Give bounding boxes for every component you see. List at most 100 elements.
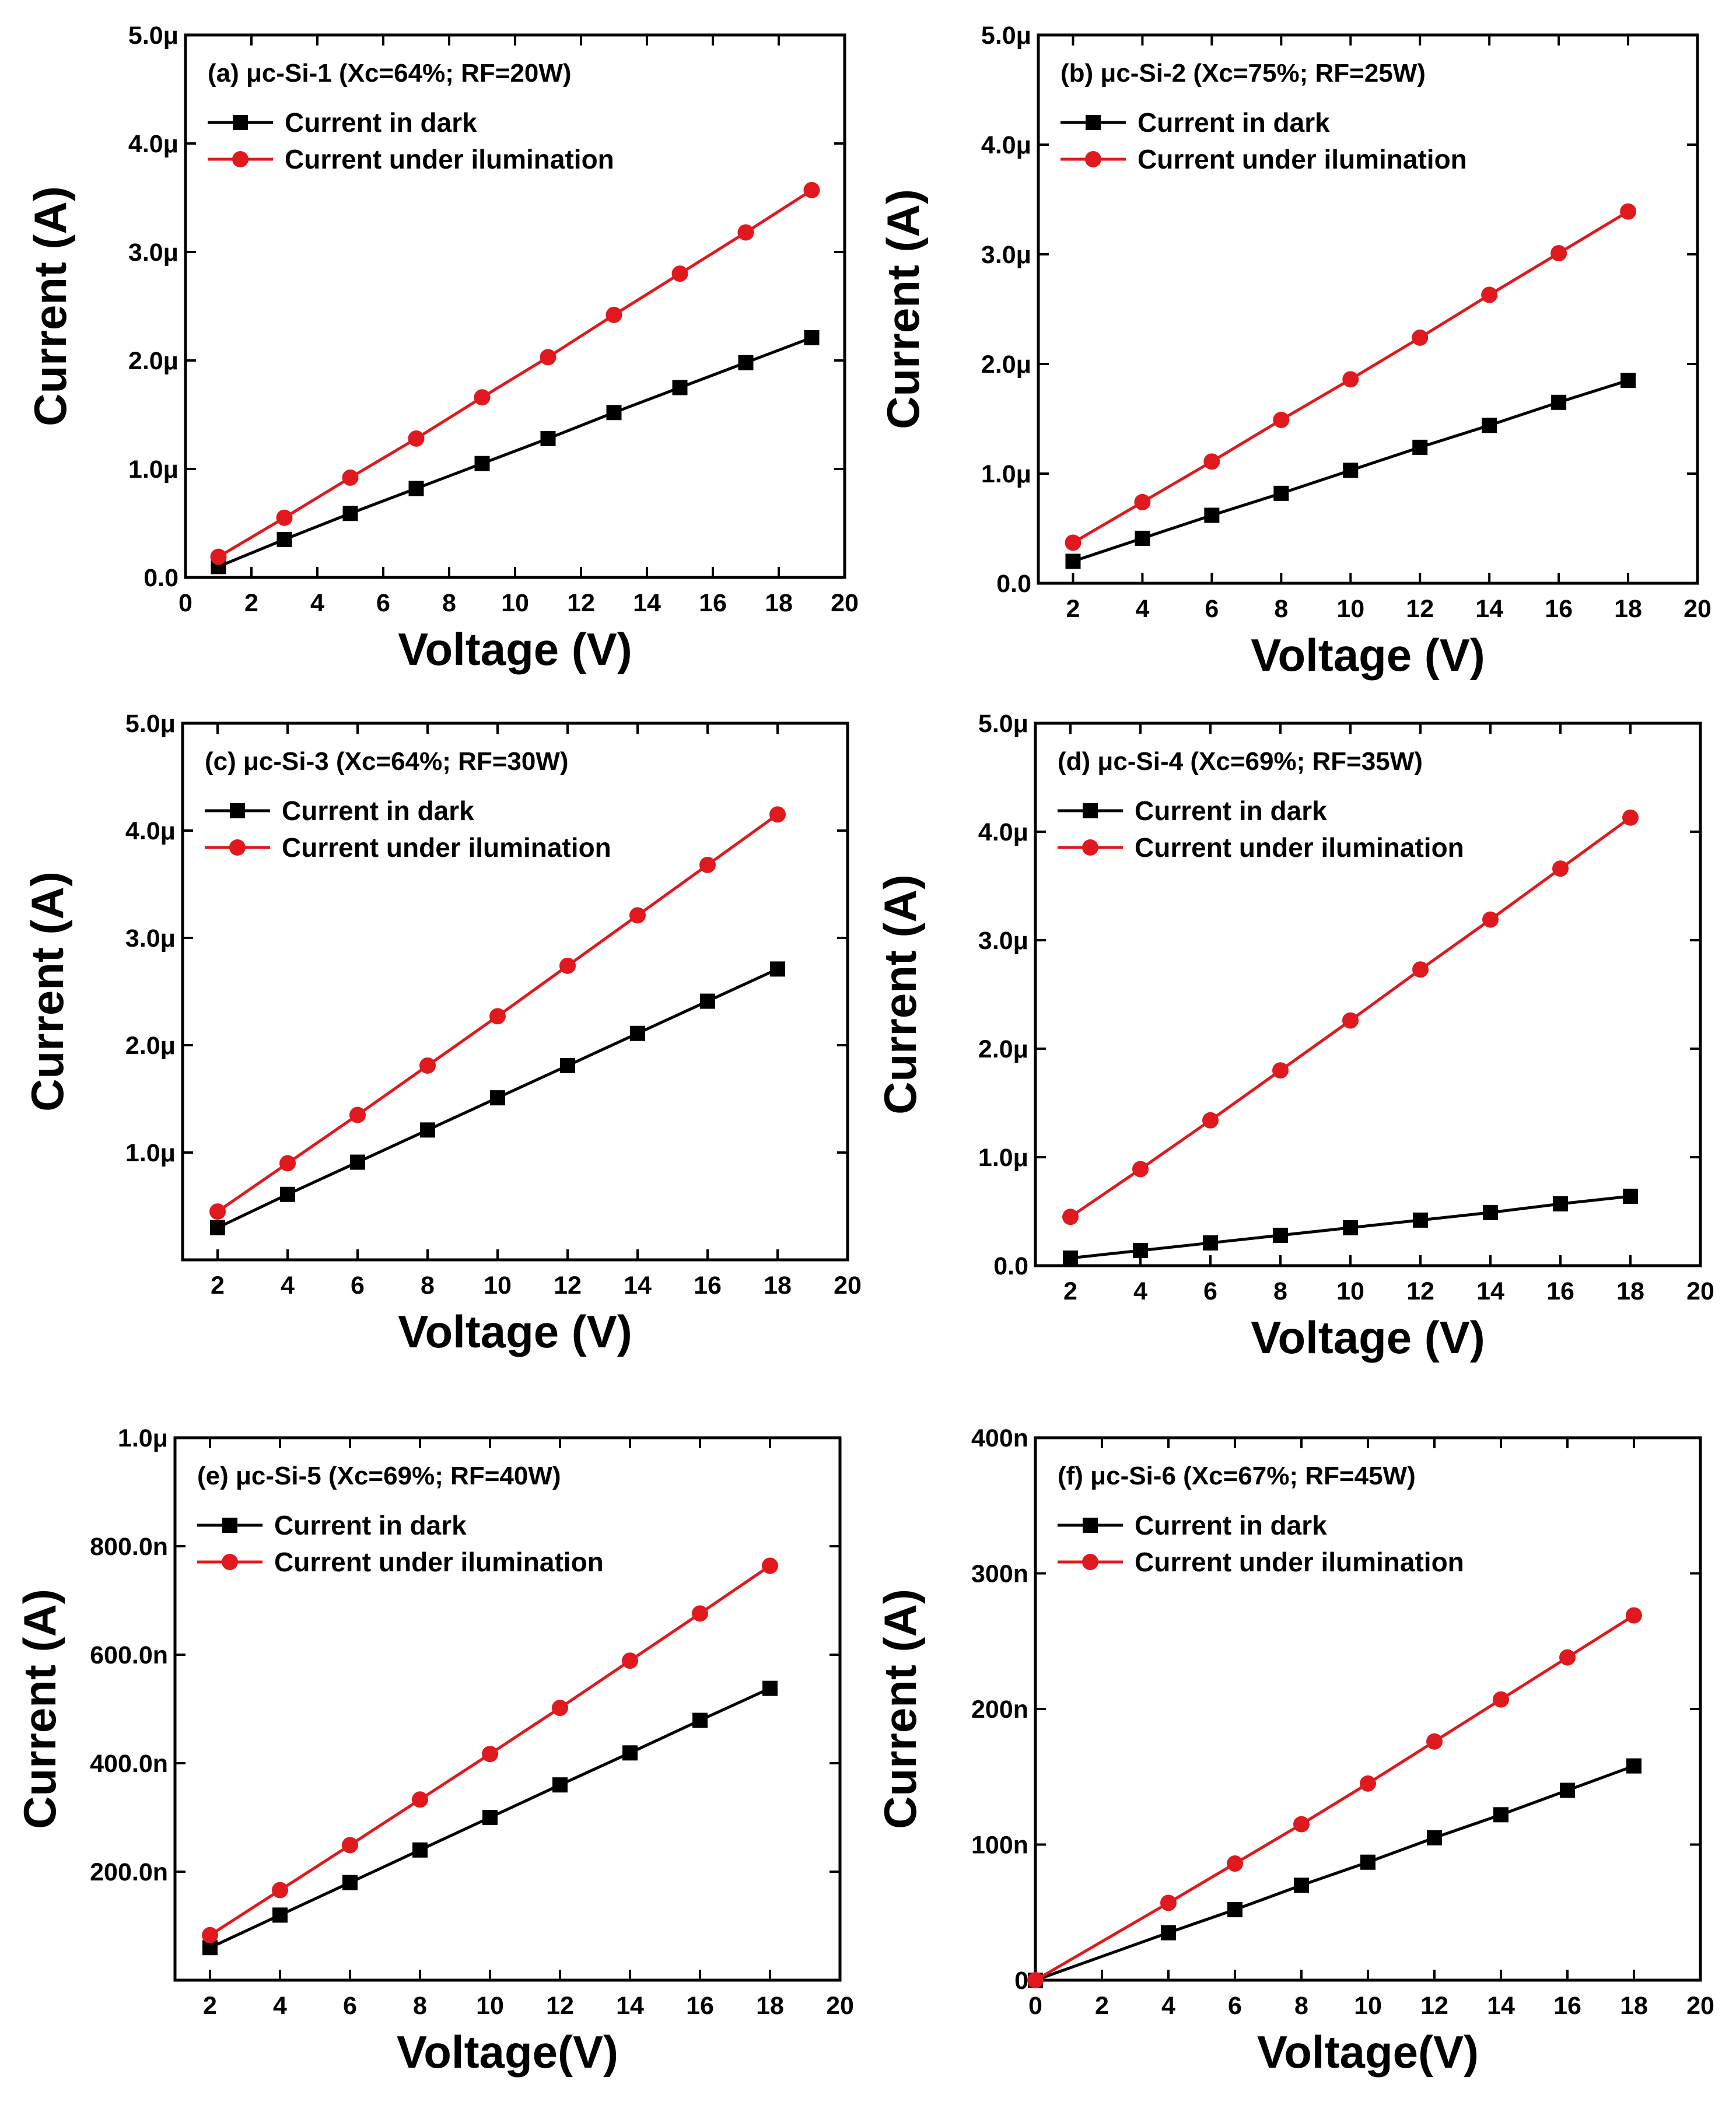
legend-dark-label: Current in dark: [1138, 107, 1330, 138]
dark-current-point: [1623, 1188, 1638, 1204]
illuminated-current-point: [202, 1927, 218, 1943]
legend-circle-marker: [1082, 839, 1098, 856]
y-tick-label: 1.0μ: [118, 1424, 168, 1452]
illuminated-current-point: [1293, 1816, 1310, 1833]
x-tick-label: 14: [1476, 1277, 1504, 1305]
x-tick-label: 16: [699, 589, 727, 617]
illuminated-current-point: [1227, 1855, 1243, 1872]
x-tick-label: 18: [756, 1992, 784, 2020]
dark-current-point: [540, 430, 556, 446]
x-tick-label: 10: [1336, 595, 1364, 623]
y-tick-label: 2.0μ: [978, 1035, 1028, 1063]
legend-circle-marker: [1085, 151, 1101, 167]
legend-square-marker: [230, 803, 245, 818]
y-tick-label: 2.0μ: [981, 351, 1031, 379]
chart-panel: 0 2 4 6 8 10 12 14 16 18 20 0.0 1.0μ 2.0μ 3.0μ 4.0μ 5.0μ…: [24, 22, 859, 675]
dark-current-point: [1065, 554, 1081, 569]
x-tick-label: 14: [616, 1992, 644, 2020]
y-tick-label: 800.0n: [90, 1533, 168, 1561]
x-tick-label: 20: [834, 1272, 862, 1300]
x-tick-label: 20: [1684, 595, 1712, 623]
x-tick-label: 2: [1063, 1277, 1077, 1305]
illuminated-current-point: [1160, 1894, 1177, 1911]
dark-current-point: [1412, 439, 1428, 455]
x-tick-label: 2: [211, 1272, 225, 1300]
x-tick-label: 6: [351, 1272, 365, 1300]
illuminated-current-point: [1426, 1733, 1443, 1750]
illuminated-current-point: [692, 1605, 708, 1622]
x-tick-label: 12: [546, 1992, 574, 2020]
dark-current-point: [762, 1680, 778, 1696]
x-tick-label: 10: [476, 1992, 504, 2020]
illuminated-current-point: [1273, 411, 1290, 428]
legend-dark-label: Current in dark: [282, 796, 474, 826]
x-tick-label: 8: [442, 589, 456, 617]
legend-dark-label: Current in dark: [1135, 1510, 1327, 1540]
illuminated-current-point: [699, 856, 716, 873]
y-tick-label: 0.0: [144, 564, 178, 592]
illuminated-current-point: [1132, 1161, 1149, 1178]
y-tick-label: 1.0μ: [981, 460, 1031, 488]
x-tick-label: 18: [764, 1272, 792, 1300]
illuminated-current-point: [629, 907, 646, 924]
illuminated-current-point: [419, 1057, 436, 1074]
dark-current-line: [218, 336, 813, 568]
chart-panel: 2 4 6 8 10 12 14 16 18 20 0.0 1.0μ 2.0μ 3.0μ 4.0μ 5.0μ V…: [877, 22, 1712, 681]
y-tick-label: 5.0μ: [125, 710, 176, 738]
illuminated-current-point: [482, 1746, 498, 1763]
x-tick-label: 6: [1203, 1277, 1217, 1305]
x-tick-label: 2: [244, 589, 258, 617]
dark-current-point: [474, 456, 490, 471]
x-tick-label: 6: [1228, 1992, 1242, 2020]
illuminated-current-point: [276, 509, 293, 526]
illuminated-current-point: [1626, 1607, 1642, 1624]
y-axis-title: Current (A): [874, 1589, 926, 1829]
legend-square-marker: [1083, 803, 1098, 818]
dark-current-point: [1135, 530, 1150, 546]
x-tick-label: 12: [1420, 1992, 1448, 2020]
x-tick-label: 10: [501, 589, 529, 617]
x-axis-title: Voltage (V): [1251, 1312, 1485, 1363]
illuminated-current-point: [1027, 1972, 1044, 1988]
x-tick-label: 4: [310, 589, 324, 617]
illuminated-current-point: [1552, 860, 1569, 877]
dark-current-point: [350, 1154, 365, 1170]
y-tick-label: 200n: [971, 1696, 1028, 1724]
panel-title: (e) μc-Si-5 (Xc=69%; RF=40W): [197, 1462, 561, 1490]
illuminated-current-point: [412, 1791, 428, 1808]
dark-current-point: [342, 1875, 358, 1890]
x-tick-label: 8: [421, 1272, 435, 1300]
x-axis-title: Voltage(V): [1257, 2026, 1479, 2078]
chart-panel: 2 4 6 8 10 12 14 16 18 20 200.0n 400.0n 600.0n 800.0n…: [14, 1424, 854, 2078]
dark-current-line: [1035, 1764, 1634, 1982]
y-tick-label: 100n: [971, 1831, 1028, 1859]
x-tick-label: 8: [1294, 1992, 1308, 2020]
dark-current-point: [490, 1090, 505, 1106]
dark-current-point: [1343, 463, 1359, 478]
legend-dark-label: Current in dark: [274, 1510, 467, 1540]
illuminated-current-point: [1202, 1112, 1219, 1129]
x-tick-label: 18: [765, 589, 793, 617]
dark-current-point: [412, 1842, 428, 1858]
legend-square-marker: [222, 1518, 237, 1533]
y-tick-label: 200.0n: [90, 1858, 168, 1886]
x-tick-label: 12: [554, 1272, 582, 1300]
panel-title: (a) μc-Si-1 (Xc=64%; RF=20W): [208, 59, 572, 87]
panel-title: (f) μc-Si-6 (Xc=67%; RF=45W): [1058, 1462, 1416, 1490]
legend-square-marker: [233, 115, 248, 130]
y-axis-title: Current (A): [874, 874, 926, 1115]
illuminated-current-point: [1134, 493, 1151, 510]
dark-current-point: [1483, 1204, 1498, 1220]
illuminated-current-point: [1620, 203, 1637, 220]
y-tick-label: 300n: [971, 1560, 1028, 1588]
x-tick-label: 14: [1475, 595, 1503, 623]
dark-current-point: [482, 1810, 498, 1825]
illuminated-current-point: [762, 1557, 778, 1574]
legend-dark-label: Current in dark: [1135, 796, 1327, 826]
illuminated-current-line: [218, 188, 813, 558]
illuminated-current-point: [408, 430, 425, 447]
y-tick-label: 5.0μ: [981, 22, 1031, 50]
x-tick-label: 2: [203, 1992, 217, 2020]
x-tick-label: 16: [694, 1272, 722, 1300]
illuminated-current-point: [1065, 534, 1082, 551]
